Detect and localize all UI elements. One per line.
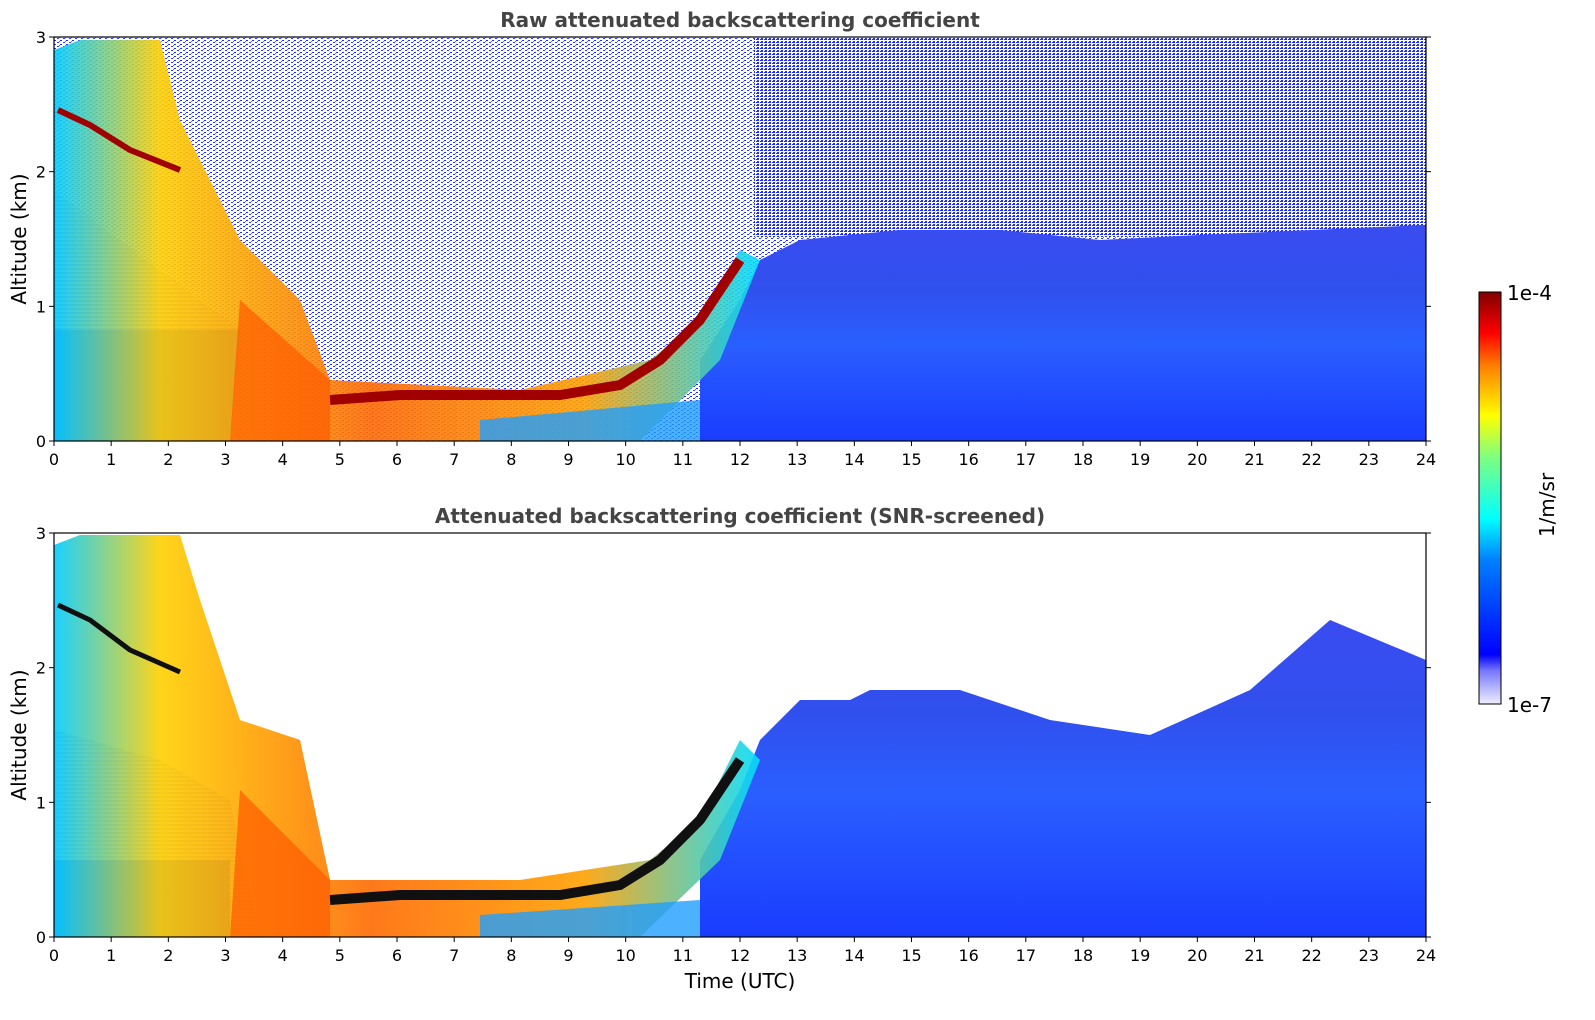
y-tick-label: 0: [36, 432, 46, 451]
x-tick-label: 22: [1301, 450, 1321, 469]
y-tick-label: 3: [36, 28, 46, 47]
x-tick-label: 11: [673, 450, 693, 469]
x-tick-label: 10: [615, 946, 635, 965]
x-tick-label: 20: [1187, 450, 1207, 469]
x-tick-label: 1: [106, 946, 116, 965]
x-tick-label: 3: [220, 946, 230, 965]
x-tick-label: 11: [673, 946, 693, 965]
x-tick-label: 9: [563, 946, 573, 965]
x-tick-label: 20: [1187, 946, 1207, 965]
x-tick-label: 4: [278, 450, 288, 469]
x-tick-label: 6: [392, 450, 402, 469]
x-tick-label: 12: [730, 946, 750, 965]
x-tick-label: 15: [901, 946, 921, 965]
colorbar-gradient: [1478, 291, 1502, 705]
raw-axes: 0 1 2 3 4 5 6 7 8 9 10 11 12 13 14 15 16 17 18 19 20 21 22 23 24…: [36, 28, 1436, 469]
x-tick-label: 17: [1016, 946, 1036, 965]
x-tick-label: 13: [787, 946, 807, 965]
y-tick-label: 1: [36, 297, 46, 316]
x-tick-label: 13: [787, 450, 807, 469]
colorbar-unit-label: 1/m/sr: [1535, 472, 1559, 537]
x-tick-label: 1: [106, 450, 116, 469]
x-tick-label: 9: [563, 450, 573, 469]
colorbar-min-label: 1e-7: [1507, 693, 1552, 717]
y-tick-label: 0: [36, 928, 46, 947]
panel-title-raw: Raw attenuated backscattering coefficien…: [500, 8, 980, 32]
raw-heatmap: [54, 37, 1426, 441]
x-tick-label: 18: [1073, 450, 1093, 469]
x-tick-label: 0: [49, 450, 59, 469]
raw-backscatter-panel: Raw attenuated backscattering coefficien…: [7, 8, 1436, 469]
x-tick-label: 17: [1016, 450, 1036, 469]
y-tick-label: 2: [36, 163, 46, 182]
screened-backscatter-panel: Attenuated backscattering coefficient (S…: [7, 504, 1436, 993]
x-tick-label: 24: [1416, 450, 1436, 469]
x-tick-label: 7: [449, 450, 459, 469]
x-tick-label: 19: [1130, 450, 1150, 469]
x-tick-label: 12: [730, 450, 750, 469]
x-tick-label: 5: [335, 946, 345, 965]
x-tick-label: 15: [901, 450, 921, 469]
colorbar: 1e-4 1e-7 1/m/sr: [1478, 281, 1559, 717]
x-tick-label: 18: [1073, 946, 1093, 965]
x-tick-label: 14: [844, 450, 864, 469]
x-tick-label: 10: [615, 450, 635, 469]
y-tick-label: 2: [36, 659, 46, 678]
x-tick-label: 16: [958, 450, 978, 469]
colorbar-max-label: 1e-4: [1507, 281, 1552, 305]
raw-y-axis-label: Altitude (km): [7, 173, 31, 304]
x-tick-label: 7: [449, 946, 459, 965]
x-tick-label: 8: [506, 450, 516, 469]
x-tick-label: 2: [163, 946, 173, 965]
x-tick-label: 21: [1244, 946, 1264, 965]
x-tick-label: 23: [1359, 450, 1379, 469]
x-tick-label: 0: [49, 946, 59, 965]
y-tick-label: 3: [36, 524, 46, 543]
x-tick-label: 2: [163, 450, 173, 469]
screened-y-axis-label: Altitude (km): [7, 669, 31, 800]
x-tick-label: 14: [844, 946, 864, 965]
y-tick-label: 1: [36, 793, 46, 812]
x-tick-label: 24: [1416, 946, 1436, 965]
x-tick-label: 22: [1301, 946, 1321, 965]
screened-axes: 0 1 2 3 4 5 6 7 8 9 10 11 12 13 14 15 16 17 18 19 20 21 22 23 24…: [36, 524, 1436, 965]
x-tick-label: 19: [1130, 946, 1150, 965]
x-tick-label: 23: [1359, 946, 1379, 965]
x-tick-label: 16: [958, 946, 978, 965]
x-tick-label: 4: [278, 946, 288, 965]
x-axis-label: Time (UTC): [684, 969, 796, 993]
panel-title-screened: Attenuated backscattering coefficient (S…: [435, 504, 1045, 528]
x-tick-label: 21: [1244, 450, 1264, 469]
x-tick-label: 3: [220, 450, 230, 469]
screened-heatmap: [54, 533, 1426, 937]
x-tick-label: 5: [335, 450, 345, 469]
x-tick-label: 6: [392, 946, 402, 965]
x-tick-label: 8: [506, 946, 516, 965]
